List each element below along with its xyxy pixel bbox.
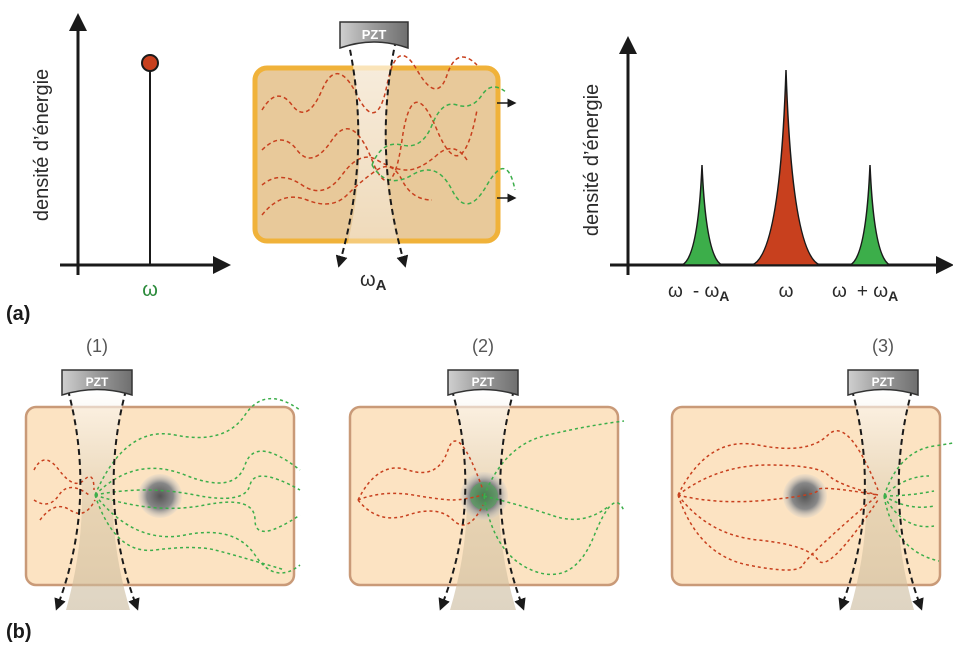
cell-3-red-paths	[677, 430, 879, 571]
cell-3-green-paths	[883, 442, 953, 562]
pzt-transducer-2	[447, 369, 519, 397]
cell-3-beam	[850, 390, 914, 610]
cell-3-number: (3)	[872, 336, 894, 356]
cell-1-number: (1)	[86, 336, 108, 356]
cell-2-green-paths	[483, 420, 625, 576]
cell-1-focus-right	[112, 389, 140, 611]
tick-carrier: ω	[779, 281, 794, 302]
cell-3-focus-left	[838, 389, 866, 611]
left-x-axis-label: ω	[142, 279, 158, 301]
scan-cell-2: (2) PZT	[348, 336, 625, 611]
pzt-label-a: PZT	[362, 27, 387, 42]
cell-a-red-path-4	[261, 165, 433, 216]
cell-1-green-paths	[94, 397, 301, 574]
cell-3-absorber	[783, 474, 827, 518]
single-frequency-dot	[141, 54, 159, 72]
carrier-peak	[751, 69, 821, 266]
panel-a-label: (a)	[6, 303, 30, 325]
cell-1-beam	[66, 390, 130, 610]
cell-1-focus-left	[54, 389, 82, 611]
cell-2-red-paths	[357, 440, 484, 526]
cell-2-number: (2)	[472, 336, 494, 356]
pzt-label-2: PZT	[472, 375, 495, 389]
cell-2-focus-left	[438, 389, 467, 611]
tick-upper-sideband: ω + ωA	[832, 281, 898, 304]
cell-a-red-path-2	[261, 101, 478, 182]
pzt-transducer-3	[847, 369, 919, 397]
cell-a-red-path-1	[261, 54, 478, 114]
cell-2-focus-right	[499, 389, 526, 611]
left-y-axis-label: densité d’énergie	[31, 69, 53, 221]
pzt-label-1: PZT	[86, 375, 109, 389]
cell-a-beam	[346, 40, 400, 250]
panel-b-label: (b)	[6, 621, 32, 643]
cell-1-absorber	[138, 474, 182, 518]
lower-sideband-peak	[681, 164, 723, 266]
cell-a-green-path-2	[371, 164, 516, 205]
scan-cell-1: (1) PZT	[24, 336, 301, 611]
cell-a-focus-line-right	[384, 39, 409, 268]
pzt-transducer-1	[61, 369, 133, 397]
cell-a-green-path-1	[371, 86, 508, 166]
cell-3-focus-right	[897, 389, 924, 611]
tick-lower-sideband: ω- ωA	[668, 281, 729, 304]
cell-a-red-path-3	[261, 147, 468, 192]
upper-sideband-peak	[849, 164, 891, 266]
pzt-label-3: PZT	[872, 375, 895, 389]
right-y-axis-label: densité d’énergie	[581, 84, 603, 236]
focus-frequency-label: ωA	[360, 269, 387, 294]
scattering-cell-a: PZT ωA	[252, 21, 517, 294]
left-spectrum-plot: densité d’énergie ω	[31, 13, 231, 301]
cell-1-red-paths	[33, 459, 96, 521]
right-spectrum-plot: densité d’énergie ω- ωA ω ω + ωA	[581, 36, 953, 304]
pzt-transducer-a	[339, 21, 409, 50]
scan-cell-3: (3) PZT	[670, 336, 953, 611]
cell-a-focus-line-left	[335, 39, 360, 268]
